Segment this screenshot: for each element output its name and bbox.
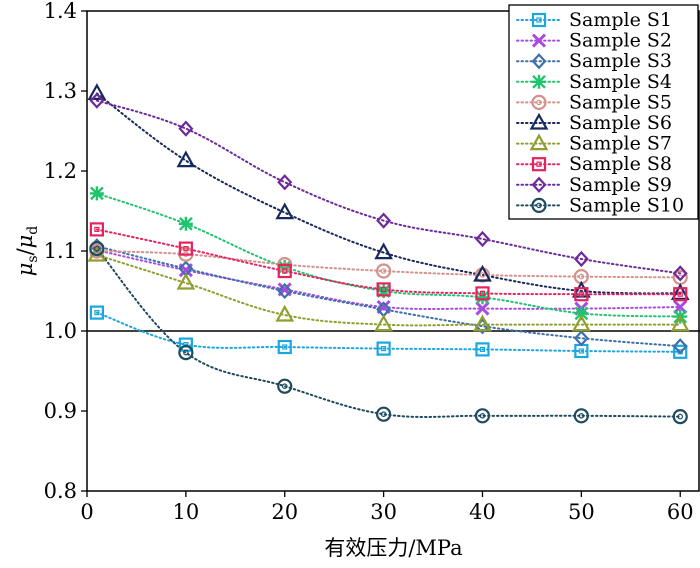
series-7-point-7 — [670, 314, 690, 332]
series-3-point-6 — [573, 330, 589, 347]
legend-marker-4 — [532, 74, 546, 89]
legend-marker-6 — [529, 112, 549, 130]
series-6-point-2 — [176, 150, 196, 168]
series-6-point-1 — [87, 83, 107, 101]
y-axis-title: μs/μd — [13, 226, 41, 277]
series-6-point-3 — [275, 202, 295, 220]
x-tick-label-4: 30 — [370, 500, 397, 524]
series-10-point-7 — [672, 409, 688, 425]
x-tick-label-3: 20 — [271, 500, 298, 524]
series-6-point-7 — [670, 283, 690, 300]
series-line-7 — [95, 254, 682, 327]
series-10-point-1 — [89, 241, 105, 257]
y-tick-label-3: 1.0 — [44, 319, 77, 343]
legend-label-2: Sample S2 — [569, 30, 672, 52]
series-4-point-5 — [475, 290, 490, 305]
legend-item-3: Sample S3 — [516, 50, 672, 72]
series-5-point-4 — [376, 263, 392, 279]
series-9-point-3 — [277, 174, 293, 191]
legend-label-8: Sample S8 — [569, 153, 672, 175]
legend-item-2: Sample S2 — [516, 30, 672, 52]
series-7-point-5 — [473, 314, 492, 332]
legend-label-4: Sample S4 — [569, 71, 672, 93]
legend-marker-9 — [531, 176, 547, 193]
series-9-point-4 — [376, 212, 392, 229]
series-7-point-6 — [571, 314, 591, 332]
series-9-point-6 — [573, 250, 589, 268]
legend-item-9: Sample S9 — [516, 174, 672, 196]
series-1-point-4 — [376, 341, 391, 356]
legend-item-4: Sample S4 — [516, 71, 672, 93]
series-10-point-6 — [573, 408, 589, 424]
series-7-point-2 — [176, 272, 196, 290]
x-tick-label-2: 10 — [173, 500, 200, 524]
series-4-point-1 — [89, 186, 104, 201]
series-8-point-3 — [277, 263, 292, 279]
legend-item-5: Sample S5 — [516, 91, 672, 113]
legend-marker-1 — [531, 12, 547, 28]
series-6-point-4 — [374, 242, 393, 260]
legend-item-1: Sample S1 — [516, 9, 672, 31]
legend-marker-7 — [529, 133, 549, 151]
x-axis-title: 有效压力/MPa — [324, 536, 462, 560]
legend-marker-10 — [531, 197, 547, 213]
series-3-point-7 — [672, 338, 688, 355]
y-tick-label-1: 0.8 — [44, 479, 77, 503]
legend-label-10: Sample S10 — [569, 194, 684, 216]
legend-marker-5 — [531, 94, 547, 111]
legend-marker-2 — [531, 33, 547, 48]
x-tick-label-1: 0 — [80, 500, 93, 524]
series-10-point-5 — [474, 408, 491, 424]
x-tick-label-5: 40 — [469, 500, 496, 524]
legend-item-6: Sample S6 — [516, 112, 672, 134]
series-8-point-6 — [574, 287, 589, 302]
legend-item-7: Sample S7 — [516, 133, 672, 155]
series-10-point-4 — [376, 406, 392, 422]
legend-label-6: Sample S6 — [569, 112, 672, 134]
legend-label-5: Sample S5 — [569, 91, 672, 113]
series-9-point-5 — [474, 230, 490, 248]
series-4-point-2 — [178, 216, 193, 231]
legend-marker-8 — [531, 157, 547, 172]
series-7-point-3 — [275, 304, 295, 322]
series-9-point-1 — [89, 92, 105, 109]
series-8-point-4 — [376, 282, 391, 297]
legend-marker-3 — [531, 53, 547, 70]
series-3-point-3 — [277, 282, 293, 300]
legend-item-10: Sample S10 — [516, 194, 684, 216]
legend-item-8: Sample S8 — [516, 153, 672, 175]
series-6-point-5 — [473, 264, 492, 282]
series-8-point-5 — [475, 286, 490, 301]
series-1-point-1 — [89, 305, 104, 320]
series-line-9 — [95, 99, 682, 275]
legend-label-3: Sample S3 — [569, 50, 672, 72]
series-1-point-5 — [475, 342, 490, 357]
y-tick-label-4: 1.1 — [44, 239, 77, 263]
y-tick-label-7: 1.4 — [44, 0, 77, 23]
legend-label-9: Sample S9 — [569, 174, 672, 196]
series-2-point-5 — [475, 301, 490, 316]
series-10-point-2 — [178, 345, 194, 361]
y-tick-label-2: 0.9 — [44, 399, 77, 423]
series-10-point-3 — [277, 378, 293, 394]
x-tick-label-7: 60 — [667, 500, 694, 524]
series-8-point-2 — [178, 241, 193, 256]
series-8-point-7 — [673, 287, 688, 302]
series-line-1 — [95, 311, 682, 353]
y-tick-label-6: 1.3 — [44, 79, 77, 103]
series-8-point-1 — [89, 222, 104, 237]
legend-label-7: Sample S7 — [569, 133, 672, 155]
y-tick-label-5: 1.2 — [44, 159, 77, 183]
series-9-point-7 — [672, 265, 688, 282]
series-4-point-6 — [574, 306, 589, 321]
legend-label-1: Sample S1 — [569, 9, 672, 31]
series-7-point-4 — [374, 314, 393, 332]
series-line-6 — [95, 92, 682, 295]
series-1-point-3 — [277, 339, 292, 355]
series-9-point-2 — [178, 120, 194, 137]
x-tick-label-6: 50 — [568, 500, 595, 524]
